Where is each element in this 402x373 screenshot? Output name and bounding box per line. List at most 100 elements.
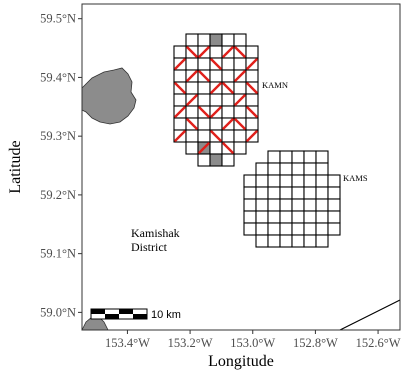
highlight-mark <box>222 142 234 154</box>
kams-grid-cell <box>267 186 281 200</box>
kams-grid-cell <box>315 222 329 236</box>
x-tick-label: 153.4°W <box>105 336 150 350</box>
highlight-mark <box>174 82 186 94</box>
kams-survey-grid <box>243 150 341 248</box>
scale-bar: 10 km <box>90 308 181 321</box>
kams-grid-cell <box>303 174 317 188</box>
kams-grid-cell <box>267 162 281 176</box>
kamn-grid-cell <box>197 117 211 131</box>
scale-bar-segment <box>119 309 133 314</box>
highlight-mark <box>198 46 210 58</box>
kams-grid-cell <box>315 162 329 176</box>
kams-grid-cell <box>303 186 317 200</box>
kams-grid-cell <box>327 222 341 236</box>
kamn-grid-cell <box>209 153 223 167</box>
kamn-grid-cell <box>245 93 259 107</box>
kams-label: KAMS <box>343 173 368 183</box>
kams-grid-cell <box>315 150 329 164</box>
district-label-line2: District <box>131 240 168 254</box>
kams-grid-cell <box>279 234 293 248</box>
kamn-grid-cell <box>185 57 199 71</box>
highlight-mark <box>222 46 234 58</box>
kams-grid-cell <box>303 162 317 176</box>
kamn-grid-cell <box>197 93 211 107</box>
highlight-mark <box>234 118 246 130</box>
kamn-grid-cell <box>197 129 211 143</box>
kams-grid-cell <box>279 150 293 164</box>
kamn-grid-cell <box>209 117 223 131</box>
x-axis: 153.4°W 153.2°W 153.0°W 152.8°W 152.6°W <box>105 330 401 350</box>
kamn-grid-cell <box>173 93 187 107</box>
highlight-mark <box>210 130 222 142</box>
y-axis: 59.0°N 59.1°N 59.2°N 59.3°N 59.4°N 59.5°N <box>40 12 82 319</box>
kams-grid-cell <box>279 198 293 212</box>
kamn-grid-cell <box>173 45 187 59</box>
y-tick-label: 59.4°N <box>40 70 76 84</box>
highlight-mark <box>246 130 258 142</box>
kamn-grid-cell <box>245 45 259 59</box>
highlight-mark <box>186 118 198 130</box>
kamn-grid-cell <box>233 105 247 119</box>
highlight-mark <box>198 106 210 118</box>
y-tick-label: 59.1°N <box>40 247 76 261</box>
kams-grid-cell <box>291 150 305 164</box>
x-tick-label: 152.6°W <box>356 336 401 350</box>
x-tick-label: 153.0°W <box>230 336 275 350</box>
kamn-grid-cell <box>197 81 211 95</box>
kamn-grid-cell <box>185 141 199 155</box>
highlight-mark <box>210 82 222 94</box>
kams-grid-cell <box>255 210 269 224</box>
kamn-grid-cell <box>221 105 235 119</box>
kams-grid-cell <box>255 198 269 212</box>
kams-grid-cell <box>291 222 305 236</box>
kams-grid-cell <box>255 174 269 188</box>
kamn-grid-cell <box>233 81 247 95</box>
kamn-grid-cell <box>197 153 211 167</box>
highlight-mark <box>246 82 258 94</box>
kams-grid-cell <box>243 174 257 188</box>
kamn-grid-cell <box>245 117 259 131</box>
kams-grid-cell <box>267 210 281 224</box>
kamn-grid-cell <box>233 33 247 47</box>
kamn-grid-cell <box>245 69 259 83</box>
kamn-grid-cell <box>185 129 199 143</box>
kamn-grid-cell <box>209 93 223 107</box>
kams-grid-cell <box>255 222 269 236</box>
highlight-mark <box>234 70 246 82</box>
scale-bar-segment <box>105 314 119 319</box>
scale-bar-segment <box>91 309 105 314</box>
highlight-mark <box>210 58 222 70</box>
kamn-grid-cell <box>185 33 199 47</box>
kams-grid-cell <box>303 198 317 212</box>
kamn-grid-cell <box>173 117 187 131</box>
highlight-mark <box>246 106 258 118</box>
kams-grid-cell <box>291 210 305 224</box>
kamn-grid-cell <box>209 33 223 47</box>
kamn-grid-cell <box>185 105 199 119</box>
scale-bar-label: 10 km <box>151 309 181 321</box>
highlight-mark <box>186 46 198 58</box>
kams-grid-cell <box>315 198 329 212</box>
kams-grid-cell <box>327 198 341 212</box>
kams-grid-cell <box>303 210 317 224</box>
coastline-southeast <box>339 299 401 331</box>
highlight-mark <box>222 118 234 130</box>
kamn-grid-cell <box>221 57 235 71</box>
kamn-grid-cell <box>197 33 211 47</box>
scale-bar-segment <box>133 314 147 319</box>
kams-grid-cell <box>291 198 305 212</box>
island-landmass <box>81 67 137 125</box>
highlight-mark <box>174 58 186 70</box>
kams-grid-cell <box>267 198 281 212</box>
y-tick-label: 59.5°N <box>40 12 76 26</box>
kams-grid-cell <box>267 234 281 248</box>
kams-grid-cell <box>279 186 293 200</box>
x-tick-label: 153.2°W <box>168 336 213 350</box>
kamn-grid-cell <box>221 153 235 167</box>
kams-grid-cell <box>303 222 317 236</box>
kams-grid-cell <box>255 162 269 176</box>
highlight-mark <box>198 70 210 82</box>
kamn-grid-cell <box>221 33 235 47</box>
kams-grid-cell <box>279 162 293 176</box>
panel-border <box>81 3 401 331</box>
